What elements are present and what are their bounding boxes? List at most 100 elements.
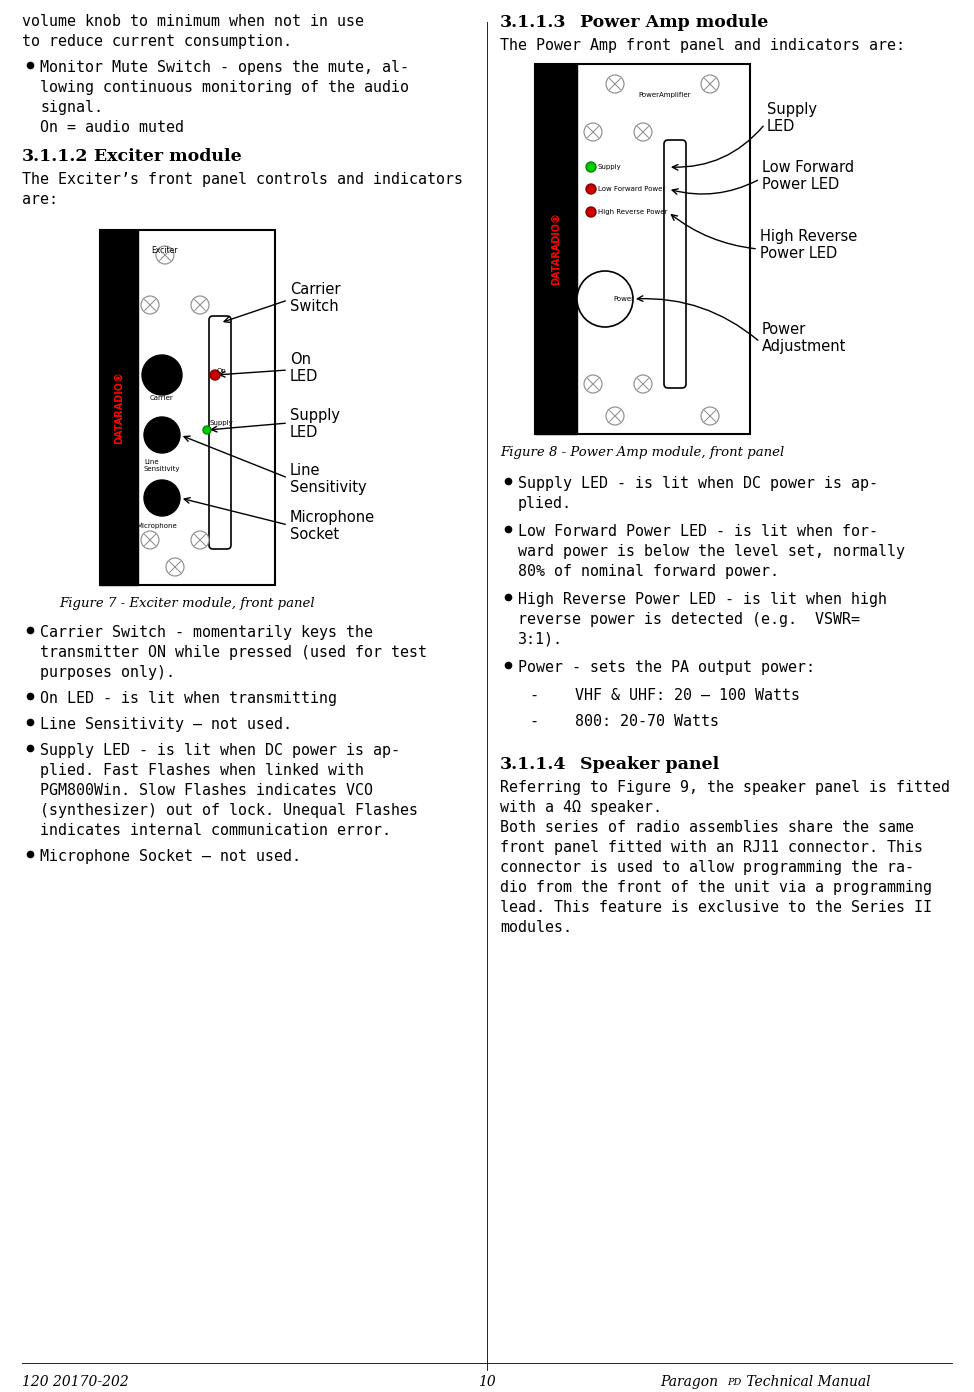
Text: On
LED: On LED <box>290 352 318 384</box>
Circle shape <box>166 558 184 576</box>
Circle shape <box>210 370 220 380</box>
Text: reverse power is detected (e.g.  VSWR=: reverse power is detected (e.g. VSWR= <box>518 612 860 626</box>
Circle shape <box>144 480 180 516</box>
Text: 3.1.1.4: 3.1.1.4 <box>500 756 567 773</box>
Bar <box>535 64 577 434</box>
Text: Supply
LED: Supply LED <box>767 102 817 135</box>
Bar <box>535 64 750 434</box>
Text: to reduce current consumption.: to reduce current consumption. <box>22 33 292 49</box>
Text: Line
Sensitivity: Line Sensitivity <box>144 459 180 472</box>
Text: On = audio muted: On = audio muted <box>40 120 184 135</box>
Text: 3:1).: 3:1). <box>518 632 563 647</box>
Text: Speaker panel: Speaker panel <box>580 756 719 773</box>
Text: Carrier Switch - momentarily keys the: Carrier Switch - momentarily keys the <box>40 625 373 640</box>
Circle shape <box>203 426 211 434</box>
Circle shape <box>606 406 624 425</box>
Text: signal.: signal. <box>40 100 103 116</box>
Circle shape <box>701 75 719 93</box>
Text: DATARADIO®: DATARADIO® <box>114 372 124 444</box>
Text: Microphone: Microphone <box>136 523 177 529</box>
Text: Both series of radio assemblies share the same: Both series of radio assemblies share th… <box>500 820 914 835</box>
Text: Power: Power <box>613 296 634 302</box>
Text: 10: 10 <box>478 1375 496 1389</box>
Text: Exciter: Exciter <box>152 246 178 255</box>
Text: PD: PD <box>727 1378 741 1386</box>
Text: 120 20170-202: 120 20170-202 <box>22 1375 129 1389</box>
Circle shape <box>634 374 652 393</box>
Text: purposes only).: purposes only). <box>40 665 175 681</box>
Text: connector is used to allow programming the ra-: connector is used to allow programming t… <box>500 860 914 876</box>
Text: High Reverse Power LED - is lit when high: High Reverse Power LED - is lit when hig… <box>518 592 887 607</box>
Text: Supply
LED: Supply LED <box>290 408 340 440</box>
Text: volume knob to minimum when not in use: volume knob to minimum when not in use <box>22 14 364 29</box>
Circle shape <box>191 530 209 548</box>
FancyBboxPatch shape <box>664 141 686 388</box>
Text: Power - sets the PA output power:: Power - sets the PA output power: <box>518 660 815 675</box>
Text: Line Sensitivity – not used.: Line Sensitivity – not used. <box>40 717 292 732</box>
Text: 80% of nominal forward power.: 80% of nominal forward power. <box>518 564 779 579</box>
Text: Exciter module: Exciter module <box>94 148 242 166</box>
Text: Referring to Figure 9, the speaker panel is fitted: Referring to Figure 9, the speaker panel… <box>500 780 950 795</box>
Circle shape <box>586 161 596 173</box>
Text: dio from the front of the unit via a programming: dio from the front of the unit via a pro… <box>500 880 932 895</box>
Text: Paragon: Paragon <box>660 1375 718 1389</box>
Text: transmitter ON while pressed (used for test: transmitter ON while pressed (used for t… <box>40 644 427 660</box>
Text: front panel fitted with an RJ11 connector. This: front panel fitted with an RJ11 connecto… <box>500 839 923 855</box>
Text: 3.1.1.2: 3.1.1.2 <box>22 148 89 166</box>
Text: 3.1.1.3: 3.1.1.3 <box>500 14 567 31</box>
Text: Carrier: Carrier <box>150 395 174 401</box>
Text: On: On <box>217 367 227 374</box>
Text: modules.: modules. <box>500 920 572 935</box>
Circle shape <box>584 374 602 393</box>
Text: Low Forward Power LED - is lit when for-: Low Forward Power LED - is lit when for- <box>518 523 878 539</box>
Text: Figure 7 - Exciter module, front panel: Figure 7 - Exciter module, front panel <box>59 597 316 610</box>
Text: High Reverse
Power LED: High Reverse Power LED <box>760 230 857 262</box>
Text: Line
Sensitivity: Line Sensitivity <box>290 464 366 496</box>
Text: Microphone
Socket: Microphone Socket <box>290 509 375 543</box>
Text: High Reverse Power: High Reverse Power <box>598 209 667 214</box>
Circle shape <box>191 296 209 315</box>
Circle shape <box>144 418 180 452</box>
Text: Microphone Socket – not used.: Microphone Socket – not used. <box>40 849 301 864</box>
Text: The Exciter’s front panel controls and indicators: The Exciter’s front panel controls and i… <box>22 173 463 187</box>
FancyBboxPatch shape <box>209 316 231 548</box>
Text: -    800: 20-70 Watts: - 800: 20-70 Watts <box>530 714 719 729</box>
Text: Figure 8 - Power Amp module, front panel: Figure 8 - Power Amp module, front panel <box>501 445 785 459</box>
Circle shape <box>142 355 182 395</box>
Text: PGM800Win. Slow Flashes indicates VCO: PGM800Win. Slow Flashes indicates VCO <box>40 782 373 798</box>
Circle shape <box>577 271 633 327</box>
Text: Supply LED - is lit when DC power is ap-: Supply LED - is lit when DC power is ap- <box>40 743 400 759</box>
Text: lead. This feature is exclusive to the Series II: lead. This feature is exclusive to the S… <box>500 901 932 915</box>
Text: plied. Fast Flashes when linked with: plied. Fast Flashes when linked with <box>40 763 364 778</box>
Circle shape <box>141 530 159 548</box>
Text: DATARADIO®: DATARADIO® <box>551 213 561 285</box>
Text: indicates internal communication error.: indicates internal communication error. <box>40 823 391 838</box>
Circle shape <box>141 296 159 315</box>
Text: lowing continuous monitoring of the audio: lowing continuous monitoring of the audi… <box>40 79 409 95</box>
Text: Low Forward
Power LED: Low Forward Power LED <box>762 160 854 192</box>
Circle shape <box>586 207 596 217</box>
Text: On LED - is lit when transmitting: On LED - is lit when transmitting <box>40 690 337 706</box>
Text: Supply LED - is lit when DC power is ap-: Supply LED - is lit when DC power is ap- <box>518 476 878 491</box>
Bar <box>100 230 138 585</box>
Text: are:: are: <box>22 192 58 207</box>
Text: (synthesizer) out of lock. Unequal Flashes: (synthesizer) out of lock. Unequal Flash… <box>40 803 418 818</box>
Text: ward power is below the level set, normally: ward power is below the level set, norma… <box>518 544 905 560</box>
Circle shape <box>634 122 652 141</box>
Text: Supply: Supply <box>209 420 233 426</box>
Text: Monitor Mute Switch - opens the mute, al-: Monitor Mute Switch - opens the mute, al… <box>40 60 409 75</box>
Text: Power Amp module: Power Amp module <box>580 14 768 31</box>
Circle shape <box>701 406 719 425</box>
Text: -    VHF & UHF: 20 – 100 Watts: - VHF & UHF: 20 – 100 Watts <box>530 688 800 703</box>
Circle shape <box>606 75 624 93</box>
Text: Carrier
Switch: Carrier Switch <box>290 283 341 315</box>
Text: PowerAmplifier: PowerAmplifier <box>639 92 692 97</box>
Circle shape <box>156 246 174 264</box>
Text: Power
Adjustment: Power Adjustment <box>762 322 846 355</box>
Text: Low Forward Power: Low Forward Power <box>598 187 665 192</box>
Circle shape <box>584 122 602 141</box>
Text: The Power Amp front panel and indicators are:: The Power Amp front panel and indicators… <box>500 38 905 53</box>
Bar <box>100 230 275 585</box>
Text: Supply: Supply <box>598 164 621 170</box>
Text: plied.: plied. <box>518 496 572 511</box>
